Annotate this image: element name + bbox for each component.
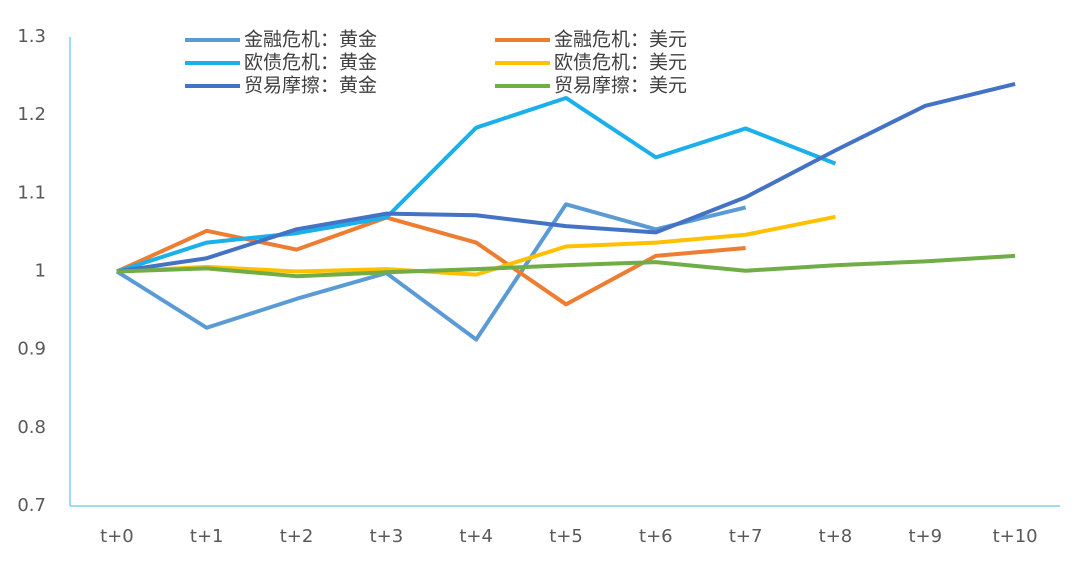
x-tick-label: t+10: [993, 526, 1038, 547]
x-tick-label: t+7: [729, 526, 763, 547]
y-tick-label: 1.1: [17, 182, 46, 203]
y-tick-label: 0.8: [17, 417, 46, 438]
x-tick-label: t+6: [639, 526, 673, 547]
y-tick-label: 1.3: [17, 26, 46, 47]
legend-label: 贸易摩擦：黄金: [244, 75, 377, 97]
legend-label: 欧债危机：美元: [554, 52, 687, 74]
series-line: [116, 253, 1016, 279]
y-tick-label: 0.7: [17, 495, 46, 516]
legend-label: 金融危机：黄金: [244, 29, 377, 51]
x-tick-label: t+2: [280, 526, 314, 547]
y-tick-label: 1: [35, 261, 46, 282]
x-tick-label: t+9: [908, 526, 942, 547]
x-tick-label: t+5: [549, 526, 583, 547]
legend-label: 欧债危机：黄金: [244, 52, 377, 74]
x-tick-label: t+1: [190, 526, 224, 547]
series-line: [116, 95, 837, 274]
x-tick-label: t+8: [819, 526, 853, 547]
y-tick-label: 1.2: [17, 104, 46, 125]
y-tick-label: 0.9: [17, 339, 46, 360]
series-line: [115, 202, 747, 342]
series-line: [116, 214, 836, 277]
legend-label: 贸易摩擦：美元: [554, 75, 687, 97]
series-line: [116, 81, 1016, 274]
x-tick-label: t+4: [459, 526, 493, 547]
x-tick-label: t+3: [370, 526, 404, 547]
x-tick-label: t+0: [100, 526, 134, 547]
legend-label: 金融危机：美元: [554, 29, 687, 51]
